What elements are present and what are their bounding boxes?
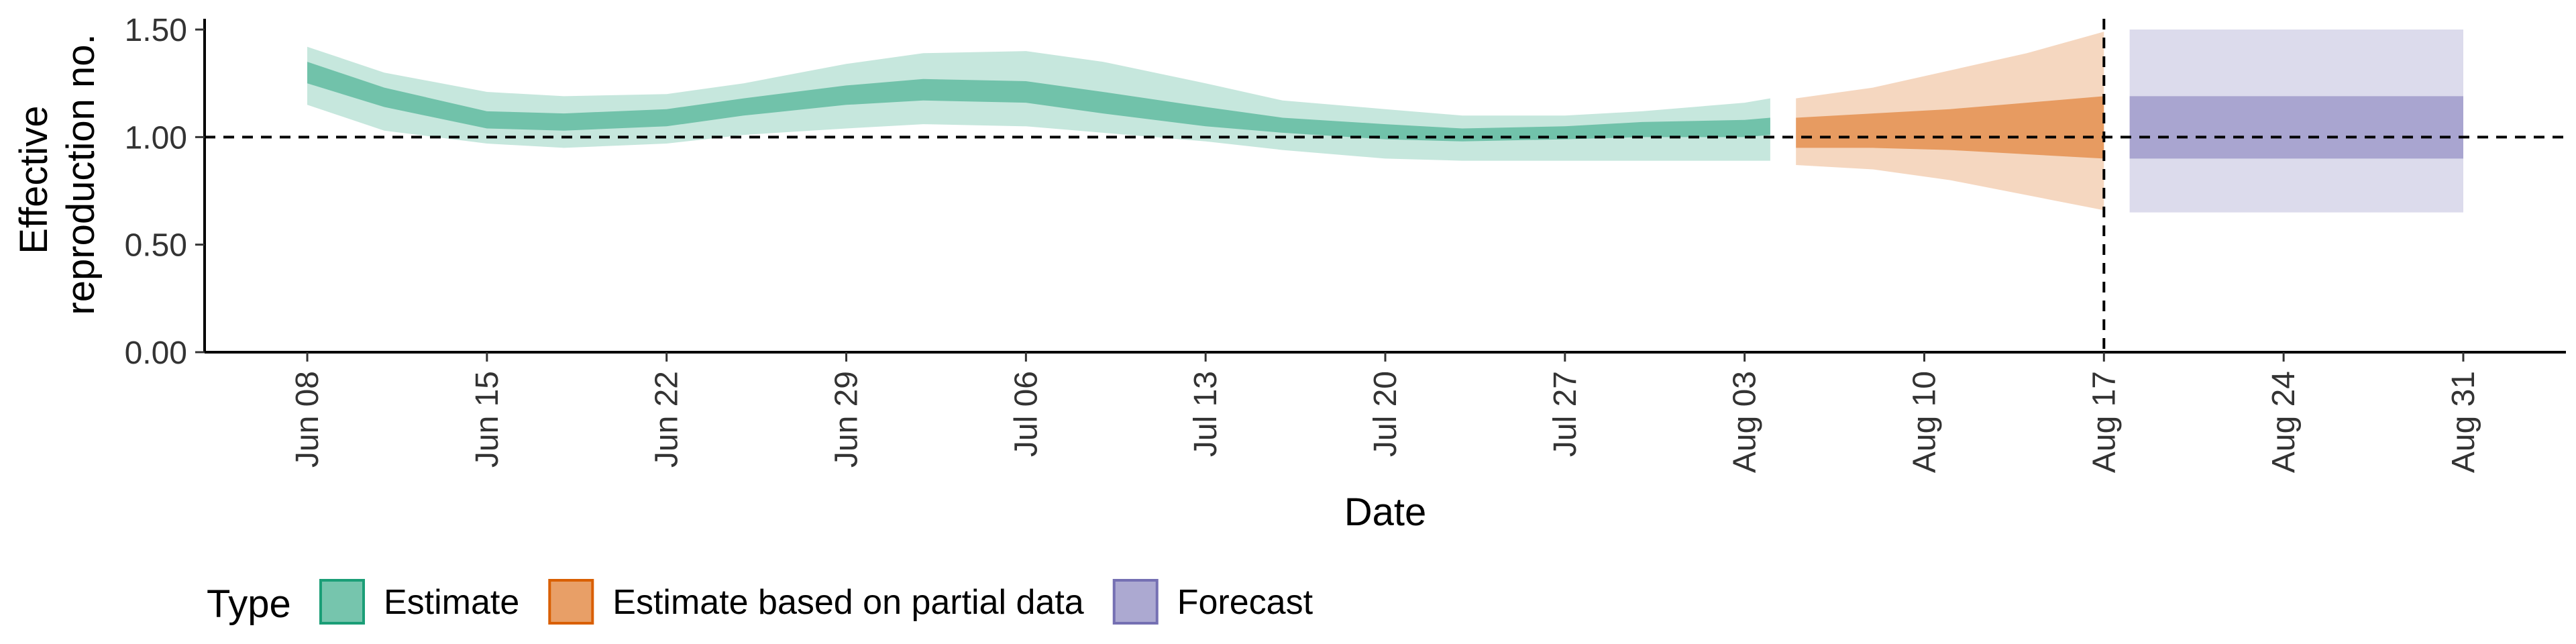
x-tick-label: Jul 06 — [1008, 371, 1044, 457]
x-tick-label: Jun 22 — [649, 371, 685, 468]
y-tick-label: 1.50 — [125, 13, 187, 48]
forecast-ribbon-50 — [2129, 96, 2463, 159]
legend-item-estimate-based-on-partial-data: Estimate based on partial data — [548, 579, 1084, 625]
x-tick-label: Jun 15 — [470, 371, 505, 468]
x-tick-label: Aug 17 — [2086, 371, 2122, 473]
y-tick-label: 1.00 — [125, 120, 187, 156]
x-tick-label: Jul 20 — [1368, 371, 1403, 457]
x-tick-label: Jul 27 — [1548, 371, 1583, 457]
x-tick-label: Aug 24 — [2266, 371, 2302, 473]
estimate-ribbon-50 — [307, 62, 1770, 142]
x-axis-title: Date — [1344, 490, 1427, 534]
legend-label-forecast: Forecast — [1177, 583, 1313, 622]
legend-title: Type — [207, 582, 291, 626]
x-tick-label: Jun 08 — [290, 371, 325, 468]
y-axis-title-line-2: reproduction no. — [59, 34, 103, 315]
x-tick-label: Aug 10 — [1907, 371, 1943, 473]
legend: Type Estimate Estimate based on partial d… — [207, 579, 1313, 626]
ribbon-layer — [307, 30, 2463, 213]
estimate-based-on-partial-data-ribbon-50 — [1796, 96, 2104, 159]
x-tick-label: Aug 03 — [1727, 371, 1763, 473]
legend-item-estimate: Estimate — [319, 579, 519, 625]
x-axis-ticks: Jun 08 Jun 15 Jun 22 Jun 29 Jul 06 Jul 13 Jul … — [290, 352, 2481, 473]
legend-swatch-forecast — [1112, 579, 1159, 625]
x-tick-label: Aug 31 — [2446, 371, 2481, 473]
y-axis-title: Effective reproduction no. — [12, 34, 103, 315]
y-axis-title-line-1: Effective — [12, 105, 56, 254]
legend-swatch-estimate — [319, 579, 365, 625]
x-tick-label: Jul 13 — [1188, 371, 1224, 457]
legend-swatch-estimate-based-on-partial-data — [548, 579, 594, 625]
legend-label-estimate-based-on-partial-data: Estimate based on partial data — [612, 583, 1084, 622]
legend-item-forecast: Forecast — [1112, 579, 1313, 625]
y-axis-ticks: 0.00 0.50 1.00 1.50 — [125, 13, 205, 371]
y-tick-label: 0.50 — [125, 228, 187, 264]
x-tick-label: Jun 29 — [829, 371, 865, 468]
legend-label-estimate: Estimate — [384, 583, 519, 622]
y-tick-label: 0.00 — [125, 335, 187, 371]
